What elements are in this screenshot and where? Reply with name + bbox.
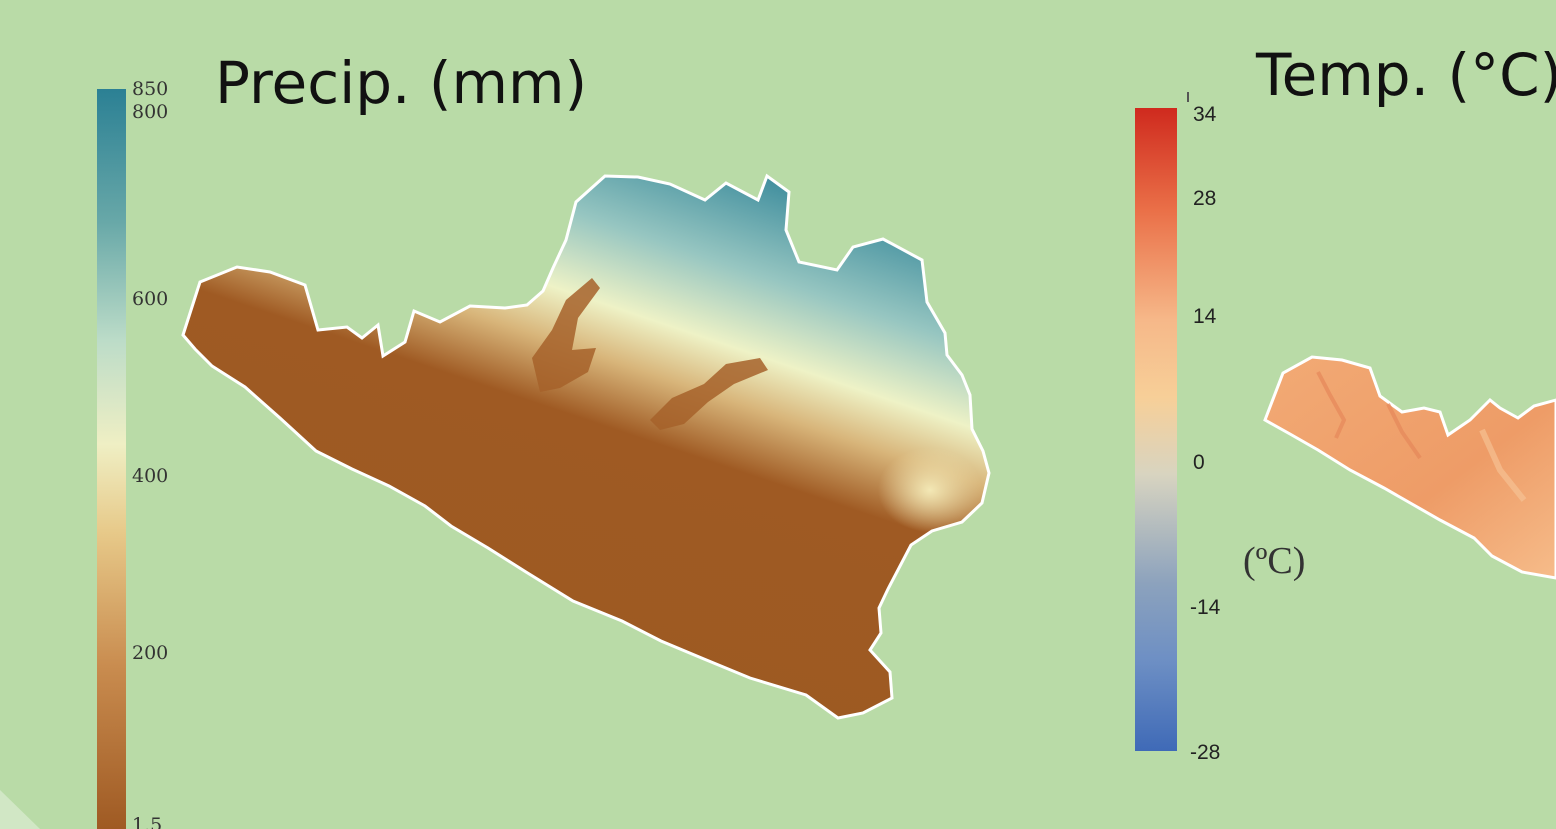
temp-tick-label: -14 (1190, 596, 1221, 619)
precip-tick-label: 600 (132, 288, 169, 310)
temp-tick-label: 34 (1193, 103, 1217, 126)
temp-unit-label: (ºC) (1243, 540, 1306, 582)
temp-map (1263, 355, 1556, 580)
temp-tick-label: 28 (1193, 187, 1217, 210)
precip-tick-label: 400 (132, 465, 169, 487)
corner-stripe (0, 790, 40, 829)
temp-title: Temp. (°C) (1256, 41, 1556, 109)
temp-legend-bar (1135, 108, 1177, 751)
precip-tick-label: 850 (132, 78, 169, 100)
precip-valley-2 (650, 358, 768, 430)
temp-tick-label: 14 (1193, 305, 1217, 328)
precip-legend-bar (97, 89, 126, 829)
precip-tick-label: 1.5 (132, 814, 163, 829)
temp-tick-label: -28 (1190, 741, 1221, 764)
precip-region-shape (181, 173, 991, 720)
precip-tick-label: 200 (132, 642, 169, 664)
temp-region-shape (1263, 355, 1556, 580)
temp-highland (1479, 428, 1527, 502)
temp-ridge-2 (1386, 403, 1422, 460)
temp-ridge-1 (1316, 371, 1347, 439)
precip-title: Precip. (mm) (215, 49, 588, 117)
precip-map (181, 173, 991, 720)
precip-dry-basin (878, 448, 982, 532)
precip-tick-label: 800 (132, 101, 169, 123)
temp-tick-label: 0 (1193, 451, 1205, 474)
precip-valley-1 (532, 278, 600, 392)
